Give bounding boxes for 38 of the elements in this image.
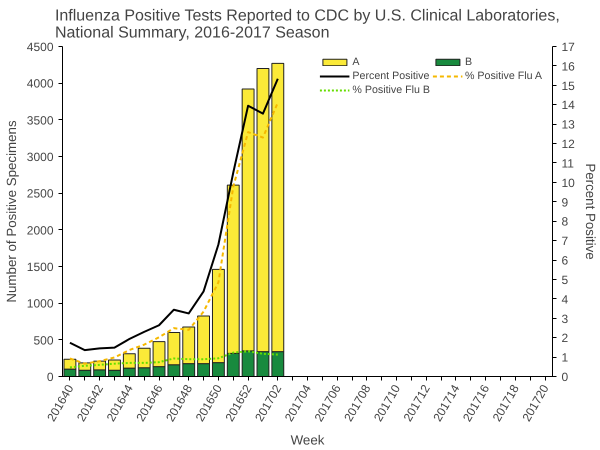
legend-label: Percent Positive bbox=[352, 70, 430, 82]
y2-tick-label: 2 bbox=[562, 331, 568, 346]
y-axis-title: Number of Positive Specimens bbox=[4, 120, 19, 303]
y-tick-label: 4500 bbox=[26, 40, 54, 54]
y-tick-label: 2000 bbox=[26, 223, 54, 238]
y2-tick-label: 16 bbox=[562, 59, 576, 74]
y2-tick-label: 11 bbox=[562, 156, 574, 170]
legend-label: A bbox=[352, 56, 361, 68]
legend-label: % Positive Flu B bbox=[352, 84, 430, 96]
y2-tick-label: 17 bbox=[562, 40, 576, 54]
line-series bbox=[68, 350, 279, 368]
y-tick-label: 0 bbox=[46, 370, 54, 384]
y2-tick-label: 4 bbox=[562, 292, 568, 306]
y2-tick-label: 6 bbox=[562, 254, 568, 268]
y2-tick-label: 14 bbox=[562, 98, 576, 112]
y-tick-label: 500 bbox=[33, 333, 54, 348]
y2-tick-label: 7 bbox=[562, 234, 568, 248]
y-tick-label: 2500 bbox=[26, 186, 54, 201]
y-tick-label: 1500 bbox=[26, 260, 54, 274]
y2-tick-label: 0 bbox=[562, 370, 568, 384]
legend-label: B bbox=[465, 56, 474, 68]
y2-tick-label: 3 bbox=[562, 312, 568, 326]
y2-tick-label: 1 bbox=[562, 350, 568, 365]
y-tick-label: 4000 bbox=[26, 76, 54, 91]
y-tick-label: 1000 bbox=[26, 296, 54, 311]
y2-axis-title: Percent Positive bbox=[582, 163, 598, 260]
y2-tick-label: 5 bbox=[562, 272, 568, 287]
y2-tick-label: 12 bbox=[562, 137, 576, 152]
y2-tick-label: 9 bbox=[562, 195, 568, 210]
y2-tick-label: 8 bbox=[562, 214, 568, 229]
chart-title: Influenza Positive Tests Reported to CDC by U.S. Clinical Laboratories, National Summary, 2016-2017 Season bbox=[54, 8, 560, 42]
y-tick-label: 3000 bbox=[26, 150, 54, 164]
y2-tick-label: 10 bbox=[562, 176, 576, 190]
y2-tick-label: 15 bbox=[562, 78, 576, 93]
y-tick-label: 3500 bbox=[26, 113, 54, 128]
x-axis-title: Week bbox=[290, 432, 325, 448]
y2-tick-label: 13 bbox=[562, 118, 576, 132]
legend-label: % Positive Flu A bbox=[465, 70, 542, 82]
